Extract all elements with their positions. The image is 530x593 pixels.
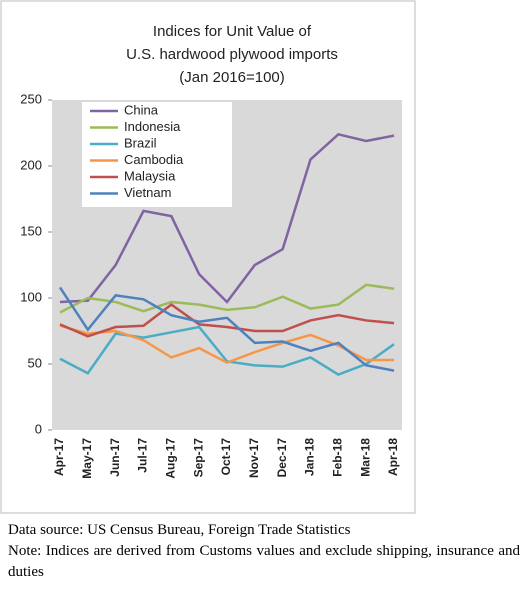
y-tick-label: 250: [20, 91, 42, 106]
y-tick-label: 200: [20, 157, 42, 172]
legend-label: China: [124, 102, 159, 117]
x-tick-label: Apr-18: [386, 438, 400, 476]
series-line: [58, 286, 395, 372]
chart-title: U.S. hardwood plywood imports: [126, 46, 338, 63]
series-line: [59, 132, 395, 304]
notes: Data source: US Census Bureau, Foreign T…: [8, 520, 520, 583]
x-tick-label: Apr-17: [52, 438, 66, 476]
x-tick-label: Jun-17: [108, 438, 122, 477]
chart: Indices for Unit Value of U.S. hardwood p…: [0, 0, 416, 514]
x-tick-label: Nov-17: [247, 438, 261, 478]
x-tick-label: Aug-17: [164, 438, 178, 479]
y-tick-label: 0: [35, 421, 42, 436]
series-line: [59, 303, 395, 338]
x-tick-label: Mar-18: [358, 438, 372, 477]
x-tick-label: Jan-18: [303, 438, 317, 476]
x-tick-label: Feb-18: [331, 438, 345, 477]
chart-title: (Jan 2016=100): [179, 69, 285, 86]
x-tick-label: Sep-17: [191, 438, 205, 478]
chart-title: Indices for Unit Value of: [153, 23, 312, 40]
legend-label: Brazil: [124, 135, 157, 150]
note: Note: Indices are derived from Customs v…: [8, 543, 520, 580]
legend-label: Indonesia: [124, 119, 181, 134]
legend-label: Cambodia: [124, 152, 184, 167]
series-line: [59, 283, 395, 314]
source-note: Data source: US Census Bureau, Foreign T…: [8, 522, 351, 538]
y-tick-label: 100: [20, 289, 42, 304]
series-line: [59, 324, 394, 365]
legend: [82, 102, 232, 207]
legend-label: Vietnam: [124, 185, 171, 200]
x-tick-label: Dec-17: [275, 438, 289, 478]
x-tick-label: Oct-17: [219, 438, 233, 476]
legend-label: Malaysia: [124, 168, 176, 183]
x-tick-label: Jul-17: [136, 438, 150, 473]
x-tick-label: May-17: [80, 438, 94, 479]
y-tick-label: 50: [28, 355, 42, 370]
y-tick-label: 150: [20, 223, 42, 238]
